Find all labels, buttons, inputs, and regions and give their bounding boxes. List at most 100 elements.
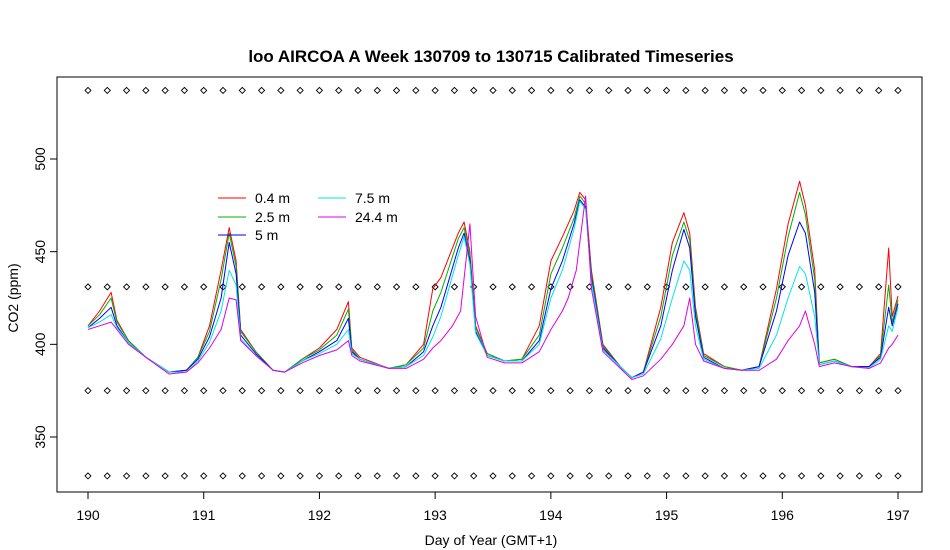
reference-point bbox=[489, 387, 497, 395]
reference-point bbox=[547, 472, 555, 480]
reference-point bbox=[200, 86, 208, 95]
reference-point bbox=[219, 283, 227, 291]
reference-point bbox=[508, 387, 516, 395]
reference-point bbox=[527, 86, 536, 95]
reference-point bbox=[431, 283, 439, 291]
reference-point bbox=[836, 472, 844, 480]
reference-point bbox=[855, 283, 864, 291]
reference-point bbox=[682, 283, 690, 291]
reference-point bbox=[470, 472, 478, 480]
reference-point bbox=[142, 283, 150, 291]
reference-point bbox=[103, 86, 111, 95]
reference-point bbox=[585, 86, 594, 95]
reference-point bbox=[373, 283, 381, 291]
reference-point bbox=[875, 283, 883, 291]
reference-point bbox=[643, 387, 651, 395]
reference-point bbox=[412, 387, 420, 395]
reference-point bbox=[161, 86, 169, 95]
reference-points bbox=[84, 86, 902, 480]
reference-point bbox=[354, 86, 362, 95]
reference-point bbox=[605, 472, 613, 480]
reference-point bbox=[894, 86, 902, 95]
reference-point bbox=[335, 387, 343, 395]
reference-point bbox=[238, 472, 246, 480]
reference-point bbox=[720, 387, 729, 395]
legend-item: 24.4 m bbox=[318, 209, 398, 225]
reference-point bbox=[219, 387, 227, 395]
series-line-2-5-m bbox=[87, 191, 899, 379]
series-layer bbox=[87, 180, 899, 380]
reference-point bbox=[180, 86, 189, 95]
reference-point bbox=[817, 472, 825, 480]
reference-point bbox=[257, 387, 266, 395]
reference-point bbox=[624, 283, 632, 291]
reference-point bbox=[701, 283, 709, 291]
reference-point bbox=[759, 283, 767, 291]
reference-point bbox=[219, 86, 227, 95]
legend-label: 24.4 m bbox=[355, 209, 398, 225]
reference-point bbox=[605, 387, 613, 395]
y-tick-label: 500 bbox=[32, 147, 48, 171]
reference-point bbox=[662, 472, 671, 480]
series-line-7-5-m bbox=[87, 201, 899, 379]
reference-point bbox=[84, 86, 92, 95]
reference-point bbox=[720, 86, 729, 95]
reference-point bbox=[373, 86, 381, 95]
x-tick-label: 190 bbox=[76, 507, 100, 523]
x-tick-label: 195 bbox=[655, 507, 679, 523]
x-axis-label: Day of Year (GMT+1) bbox=[425, 532, 558, 548]
reference-point bbox=[296, 86, 304, 95]
reference-point bbox=[277, 283, 285, 291]
reference-point bbox=[682, 387, 690, 395]
reference-point bbox=[894, 387, 902, 395]
reference-point bbox=[315, 86, 324, 95]
reference-point bbox=[412, 283, 420, 291]
series-line-24-4-m bbox=[87, 195, 899, 380]
reference-point bbox=[431, 472, 439, 480]
reference-point bbox=[392, 472, 401, 480]
reference-point bbox=[277, 86, 285, 95]
reference-point bbox=[84, 387, 92, 395]
reference-point bbox=[392, 283, 401, 291]
reference-point bbox=[585, 472, 594, 480]
reference-point bbox=[740, 283, 748, 291]
reference-point bbox=[547, 86, 555, 95]
reference-point bbox=[701, 472, 709, 480]
reference-point bbox=[450, 472, 459, 480]
reference-point bbox=[200, 387, 208, 395]
y-axis-label: CO2 (ppm) bbox=[5, 263, 21, 332]
reference-point bbox=[778, 387, 786, 395]
x-tick-label: 194 bbox=[539, 507, 563, 523]
reference-point bbox=[84, 472, 92, 480]
reference-point bbox=[527, 472, 536, 480]
reference-point bbox=[161, 387, 169, 395]
reference-point bbox=[354, 387, 362, 395]
reference-point bbox=[335, 472, 343, 480]
reference-point bbox=[412, 472, 420, 480]
reference-point bbox=[257, 472, 266, 480]
reference-point bbox=[219, 472, 227, 480]
reference-point bbox=[392, 86, 401, 95]
chart-title: loo AIRCOA A Week 130709 to 130715 Calib… bbox=[248, 47, 733, 66]
reference-point bbox=[740, 472, 748, 480]
reference-point bbox=[296, 472, 304, 480]
reference-point bbox=[354, 283, 362, 291]
legend-item: 5 m bbox=[218, 227, 278, 243]
reference-point bbox=[720, 472, 729, 480]
reference-point bbox=[161, 283, 169, 291]
reference-point bbox=[431, 387, 439, 395]
legend-item: 2.5 m bbox=[218, 209, 290, 225]
reference-point bbox=[701, 86, 709, 95]
reference-point bbox=[527, 283, 536, 291]
reference-point bbox=[797, 86, 806, 95]
reference-point bbox=[450, 283, 459, 291]
y-tick-label: 450 bbox=[32, 240, 48, 264]
reference-point bbox=[122, 387, 131, 395]
reference-point bbox=[875, 472, 883, 480]
reference-point bbox=[200, 283, 208, 291]
legend-item: 7.5 m bbox=[318, 190, 390, 206]
reference-point bbox=[797, 387, 806, 395]
reference-point bbox=[836, 283, 844, 291]
reference-point bbox=[335, 86, 343, 95]
